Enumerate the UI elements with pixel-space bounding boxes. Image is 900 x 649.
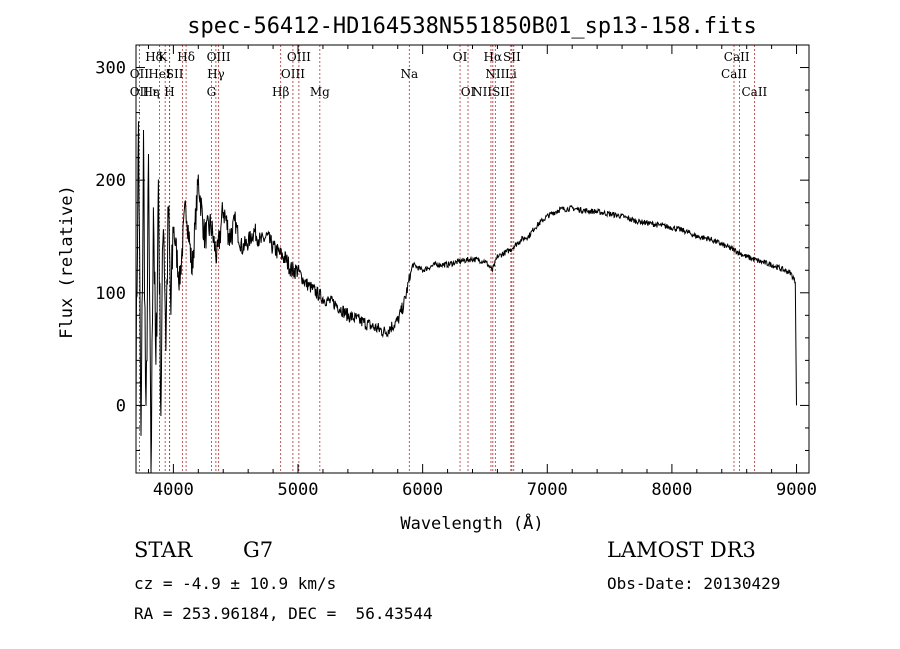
line-label: CaII	[741, 85, 767, 99]
line-label: OII	[130, 85, 150, 99]
x-tick-label: 9000	[776, 480, 817, 500]
ra-dec: RA = 253.96184, DEC = 56.43544	[134, 604, 433, 623]
line-label: Hδ	[145, 50, 163, 64]
line-label: OI	[461, 85, 476, 99]
object-type: STAR	[134, 538, 193, 562]
x-tick-label: 6000	[402, 480, 443, 500]
redshift-cz: cz = -4.9 ± 10.9 km/s	[134, 574, 337, 593]
y-axis-ticks: 0 100 200 300	[95, 44, 809, 451]
x-tick-label: 8000	[651, 480, 692, 500]
line-label: NIISII	[472, 85, 510, 99]
line-label: CaII	[724, 50, 750, 64]
line-label: Hδ	[177, 50, 195, 64]
line-label: OI	[453, 50, 468, 64]
line-label: G	[207, 85, 217, 99]
line-label: η	[152, 85, 159, 99]
flux-series-line	[135, 121, 797, 474]
y-axis-label: Flux (relative)	[57, 185, 77, 339]
line-label: OII	[130, 67, 150, 81]
y-tick-label: 200	[95, 171, 126, 191]
x-axis-ticks: 4000 5000 6000 7000 8000 9000	[147, 45, 817, 500]
line-label: NII	[485, 67, 505, 81]
line-label: Li	[505, 67, 517, 81]
line-label: H	[164, 85, 174, 99]
line-label: OIII	[207, 50, 231, 64]
x-axis-label: Wavelength (Å)	[400, 512, 543, 534]
line-label: K	[158, 50, 168, 64]
line-label: OIII	[281, 67, 305, 81]
x-tick-label: 7000	[527, 480, 568, 500]
line-label: HeI	[148, 67, 171, 81]
x-tick-label: 5000	[278, 480, 319, 500]
line-label: SII	[166, 67, 184, 81]
line-label: Hα	[484, 50, 503, 64]
y-tick-label: 300	[95, 59, 126, 79]
line-label: Hε	[143, 85, 160, 99]
line-label: SII	[503, 50, 521, 64]
spectral-subclass: G7	[243, 538, 274, 562]
spectral-line-markers	[138, 45, 755, 473]
line-label: Mg	[310, 85, 330, 99]
survey-name: LAMOST DR3	[607, 538, 756, 562]
line-label: Hγ	[207, 67, 225, 81]
line-label: Hβ	[272, 85, 289, 99]
y-tick-label: 100	[95, 284, 126, 304]
chart-title: spec-56412-HD164538N551850B01_sp13-158.f…	[187, 14, 757, 39]
line-label: OIII	[287, 50, 311, 64]
line-label: Na	[400, 67, 418, 81]
y-tick-label: 0	[116, 396, 126, 416]
line-label: CaII	[721, 67, 747, 81]
observation-date: Obs-Date: 20130429	[607, 574, 781, 593]
x-tick-label: 4000	[153, 480, 194, 500]
